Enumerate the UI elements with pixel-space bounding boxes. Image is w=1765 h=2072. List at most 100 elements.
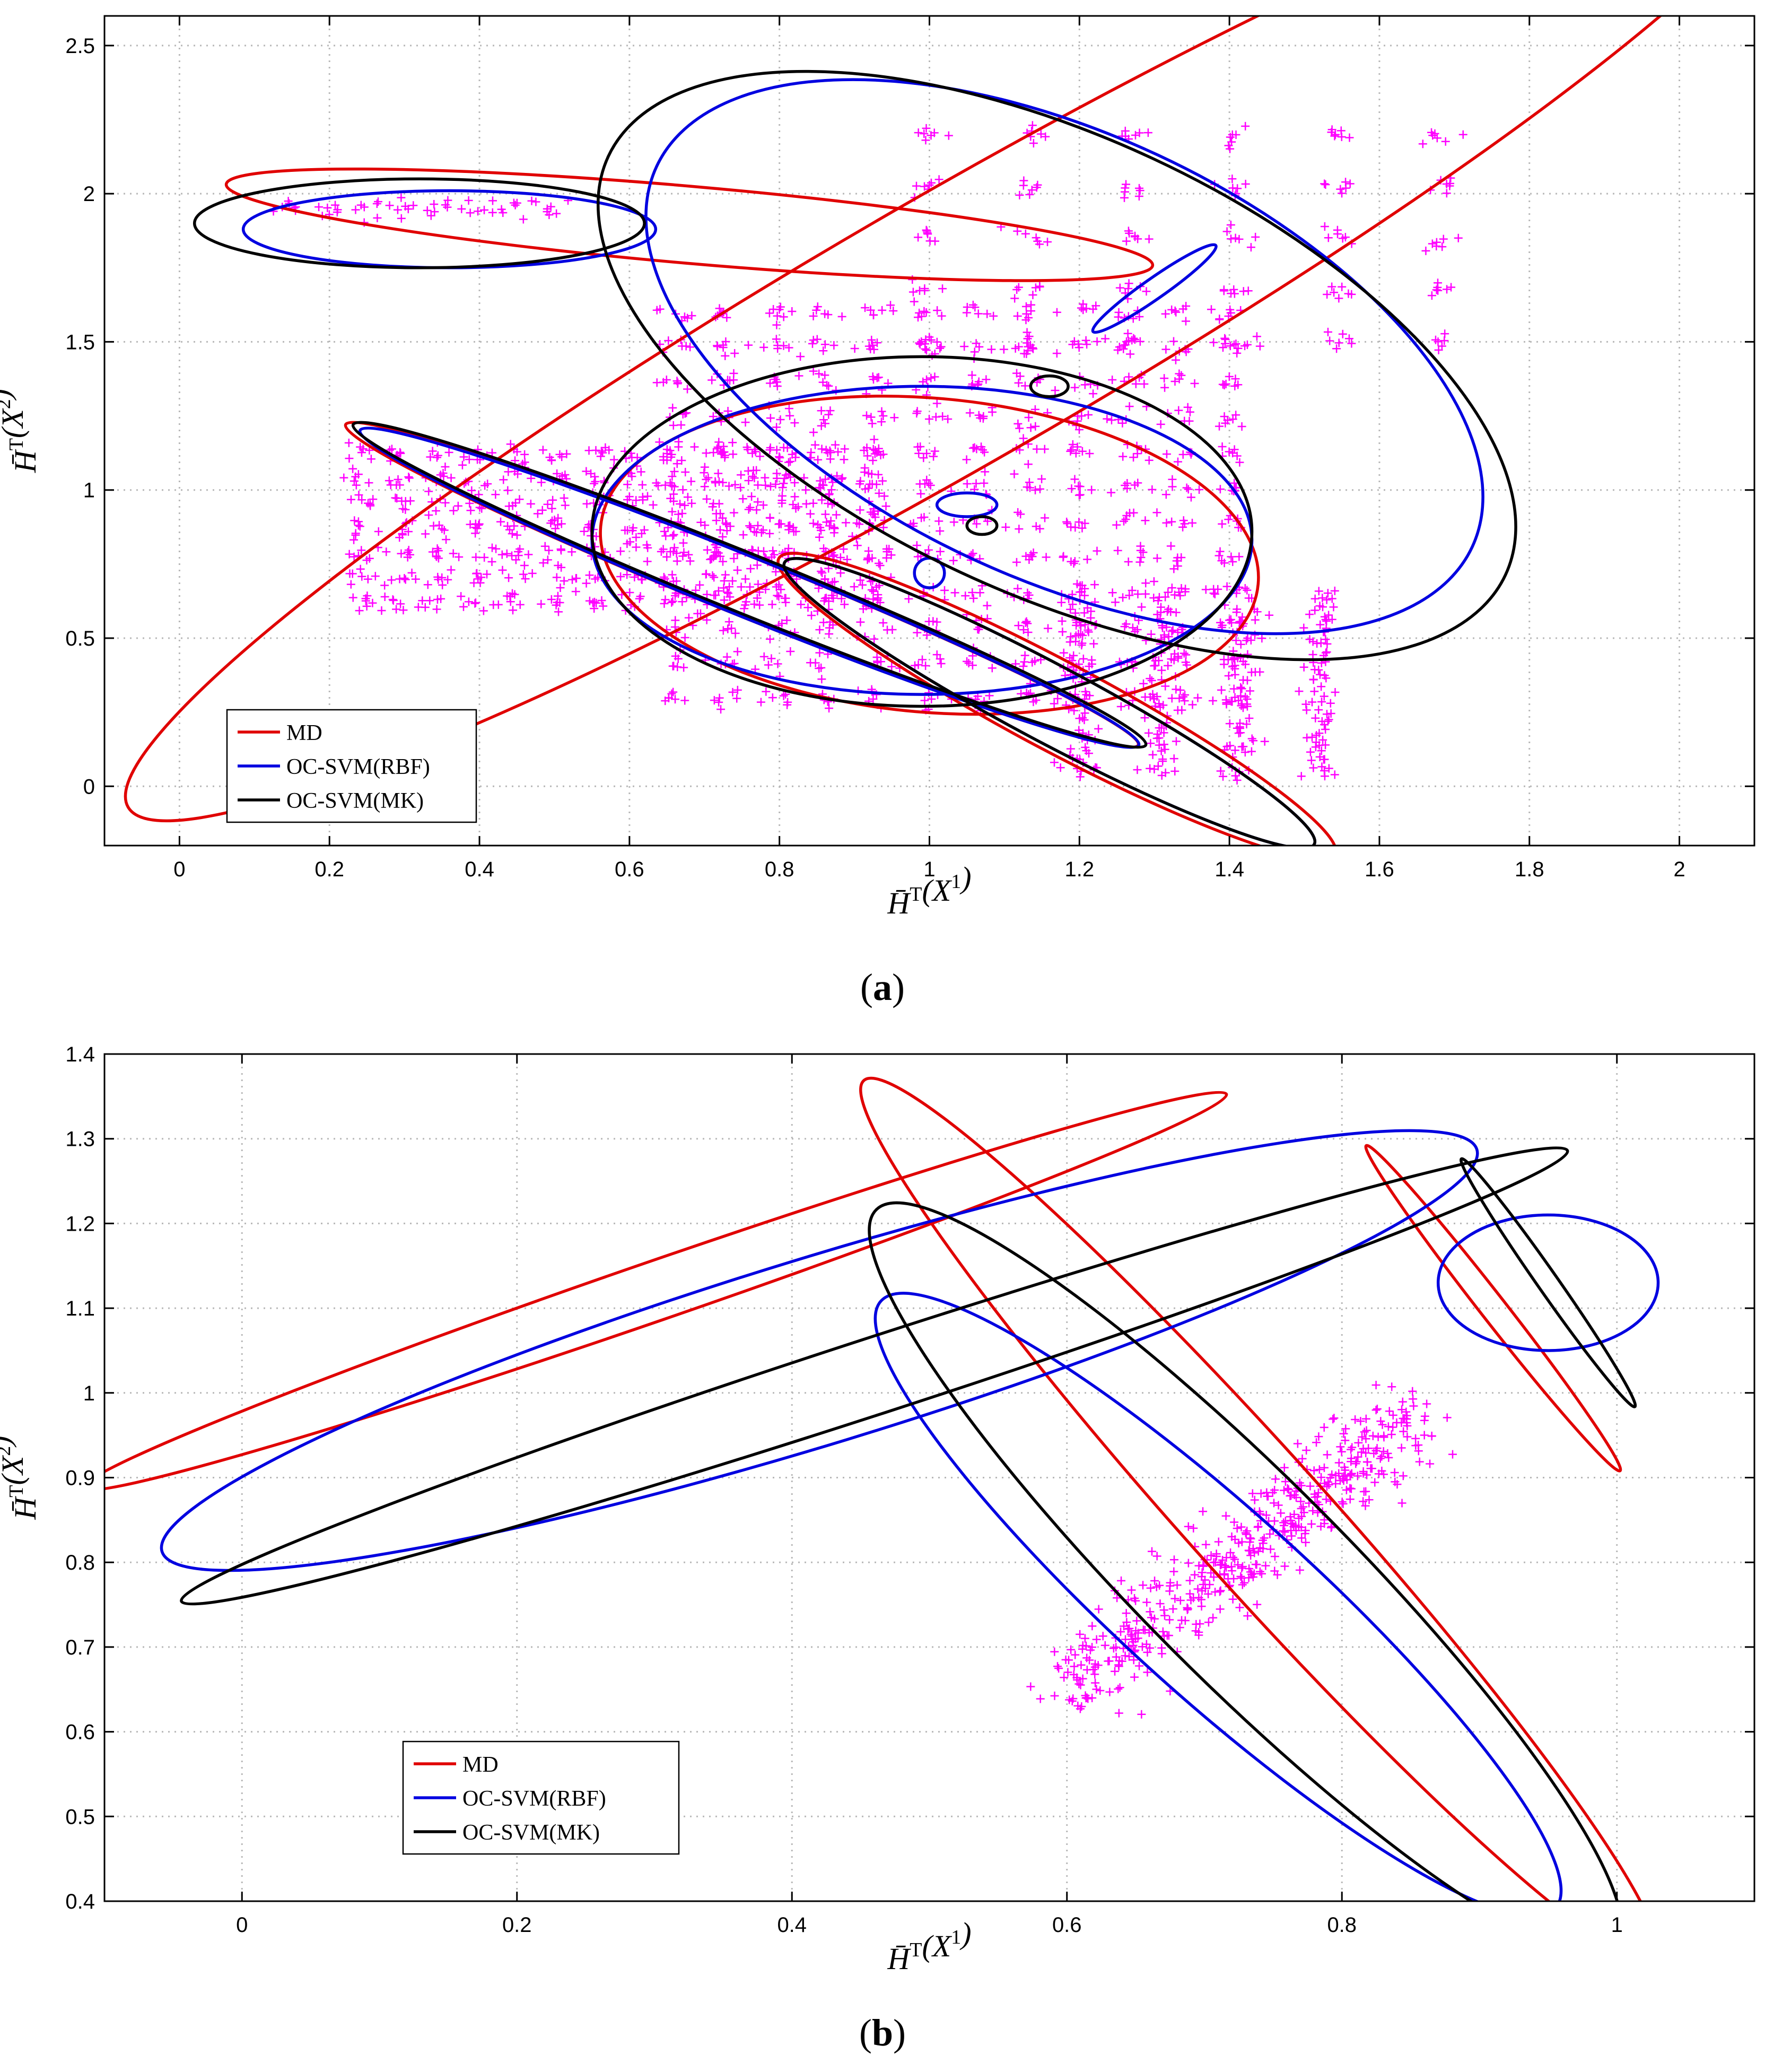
data-point [1345,1495,1355,1504]
data-point [524,550,533,559]
data-point [1336,1442,1345,1451]
data-point [1409,1401,1418,1411]
data-point [1108,376,1117,385]
data-point [936,344,945,353]
data-point [623,570,632,579]
data-point [1218,442,1227,451]
data-point [499,475,508,484]
data-point [726,522,735,531]
data-point [1387,1382,1396,1391]
data-point [1131,379,1140,388]
data-point [1337,132,1346,141]
data-point [1295,687,1304,696]
x-tick-label: 0.8 [1327,1913,1357,1937]
data-point [809,311,818,320]
data-point [1125,229,1134,238]
data-point [1345,1470,1355,1479]
data-point [354,490,363,499]
data-point [889,307,898,316]
data-point [680,633,689,642]
data-point [921,661,930,670]
data-point [1124,372,1133,381]
data-point [837,594,846,603]
data-point [796,352,805,361]
y-tick-label: 0.5 [65,1805,95,1829]
data-point [1139,548,1148,557]
data-point [1257,1569,1266,1578]
data-point [627,472,636,481]
data-point [669,530,678,539]
data-point [674,442,683,451]
data-point [1139,1581,1148,1590]
data-point [1226,234,1235,243]
data-point [729,450,738,459]
data-point [853,541,862,550]
data-point [666,494,675,503]
data-point [639,495,648,504]
data-point [1227,1566,1236,1575]
data-point [940,586,949,595]
data-point [1199,1562,1208,1571]
data-point [382,547,391,556]
data-point [709,412,718,421]
data-point [1122,237,1131,246]
data-point [1262,1488,1271,1497]
data-point [833,472,842,481]
data-point [1310,594,1320,603]
data-point [1092,1685,1101,1694]
y-tick-label: 0.7 [65,1636,95,1659]
data-point [1090,580,1099,589]
data-point [669,421,678,430]
data-point [480,481,490,490]
contour [160,1129,1479,1572]
data-point [1035,524,1044,533]
data-point [723,589,732,598]
data-point [1186,493,1195,502]
data-point [1033,180,1042,189]
data-point [1129,334,1138,343]
data-point [1131,1596,1140,1605]
data-point [815,483,824,492]
data-point [817,526,826,535]
x-tick-label: 1 [923,858,935,881]
data-point [840,455,849,464]
data-point [1001,523,1010,532]
data-point [1168,482,1177,491]
data-point [1321,615,1330,624]
data-point [840,600,849,609]
data-point [1190,1570,1199,1579]
data-point [1337,1447,1346,1456]
data-point [1077,641,1086,650]
data-point [1133,625,1142,634]
data-point [1316,1522,1325,1531]
data-point [1351,1415,1360,1424]
data-point [1255,1507,1264,1516]
data-point [867,413,876,422]
data-point [1070,557,1079,566]
data-point [1174,654,1183,663]
data-point [820,419,829,428]
data-point [868,456,877,465]
data-point [1351,1459,1360,1468]
data-point [1239,657,1247,666]
data-point [443,203,452,212]
data-point [922,375,931,384]
data-point [1152,554,1161,563]
data-point [1418,140,1427,149]
data-point [759,652,768,661]
data-point [1150,661,1159,671]
data-point [366,455,375,464]
data-point [1071,449,1080,458]
data-point [858,580,867,589]
data-point [1022,689,1031,698]
data-point [821,475,830,484]
data-point [1173,553,1182,562]
data-point [809,367,818,376]
data-point [362,602,371,611]
data-point [515,600,525,609]
data-point [736,483,745,492]
data-point [709,553,718,562]
data-point [1156,603,1165,612]
data-point [557,519,566,528]
data-point [519,570,528,579]
